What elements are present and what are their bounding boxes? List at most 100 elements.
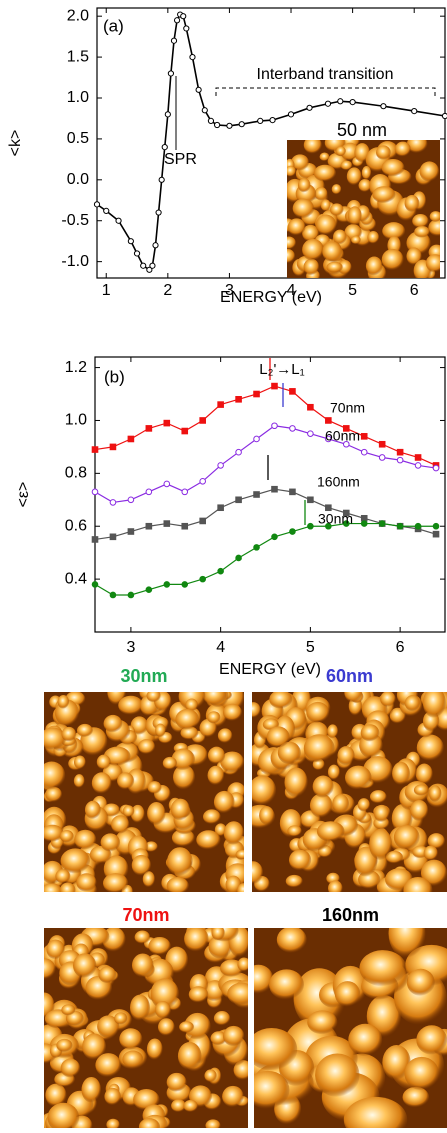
marker	[288, 112, 293, 117]
grain	[423, 687, 446, 718]
marker	[165, 112, 170, 117]
image-label: 160nm	[322, 905, 379, 925]
marker	[254, 391, 260, 397]
marker	[128, 436, 134, 442]
grain	[307, 1010, 337, 1034]
grain	[62, 727, 77, 742]
y-tick-label: 0.4	[65, 570, 87, 587]
grain	[410, 800, 428, 821]
grain	[214, 791, 235, 814]
grain	[380, 691, 396, 707]
grain	[282, 236, 296, 249]
marker	[110, 534, 116, 540]
marker	[290, 426, 296, 432]
grain	[304, 734, 335, 762]
annotation: SPR	[164, 151, 197, 168]
grain	[289, 850, 311, 871]
panel-label: (b)	[104, 367, 125, 386]
marker	[442, 113, 447, 118]
grain	[304, 259, 320, 276]
x-tick-label: 3	[126, 639, 135, 656]
marker	[326, 505, 332, 511]
marker	[412, 108, 417, 113]
grain	[284, 768, 307, 798]
grain	[328, 880, 343, 896]
grain	[236, 850, 249, 860]
x-axis-label: ENERGY (eV)	[219, 661, 321, 678]
grain	[246, 1028, 297, 1071]
grain	[104, 1088, 121, 1106]
grain	[117, 772, 134, 789]
grain	[288, 218, 306, 235]
y-tick-label: 0.5	[67, 130, 89, 147]
marker	[254, 545, 260, 551]
grain	[286, 875, 303, 888]
grain	[341, 160, 353, 170]
grain	[38, 762, 65, 790]
marker	[239, 122, 244, 127]
grain	[207, 711, 220, 723]
marker	[128, 529, 134, 535]
marker	[141, 263, 146, 268]
marker	[361, 434, 367, 440]
marker	[270, 117, 275, 122]
marker	[308, 404, 314, 410]
marker	[164, 481, 170, 487]
grain	[302, 239, 324, 261]
marker	[379, 441, 385, 447]
series-line	[95, 524, 436, 595]
grain	[58, 695, 70, 709]
grain	[328, 765, 340, 780]
grain	[132, 953, 154, 977]
marker	[415, 455, 421, 461]
grain	[315, 187, 328, 201]
marker	[128, 239, 133, 244]
marker	[110, 500, 116, 506]
grain	[395, 142, 411, 157]
grain	[101, 833, 121, 851]
afm-image	[241, 910, 447, 1128]
y-tick-label: 1.0	[65, 412, 87, 429]
grain	[183, 1100, 198, 1112]
x-tick-label: 1	[102, 282, 111, 299]
grain	[203, 809, 221, 824]
grain	[414, 226, 430, 238]
grain	[130, 995, 150, 1021]
marker	[397, 523, 403, 529]
marker	[272, 486, 278, 492]
grain	[280, 249, 295, 264]
marker	[156, 210, 161, 215]
grain	[306, 702, 329, 723]
grain	[55, 869, 70, 883]
marker	[92, 447, 98, 453]
grain	[414, 785, 429, 796]
grain	[218, 728, 233, 743]
grain	[382, 159, 405, 177]
grain	[40, 728, 66, 750]
series-label: 70nm	[330, 400, 365, 416]
grain	[248, 775, 276, 805]
grain	[382, 249, 404, 271]
y-axis-label: <ε>	[15, 482, 32, 508]
grain	[82, 1077, 102, 1103]
marker	[92, 582, 98, 588]
marker	[350, 99, 355, 104]
marker	[182, 428, 188, 434]
afm-image	[280, 133, 447, 283]
grain	[135, 930, 151, 943]
y-tick-label: 0.8	[65, 465, 87, 482]
grain	[167, 877, 189, 895]
grain	[359, 950, 406, 986]
grain	[61, 1004, 75, 1015]
grain	[208, 766, 225, 786]
grain	[269, 690, 292, 709]
grain	[424, 846, 438, 861]
marker	[218, 402, 224, 408]
grain	[246, 702, 261, 718]
marker	[110, 444, 116, 450]
bracket	[216, 88, 435, 96]
x-axis-label: ENERGY (eV)	[220, 289, 322, 306]
marker	[308, 431, 314, 437]
grain	[138, 739, 155, 754]
x-tick-label: 5	[306, 639, 315, 656]
